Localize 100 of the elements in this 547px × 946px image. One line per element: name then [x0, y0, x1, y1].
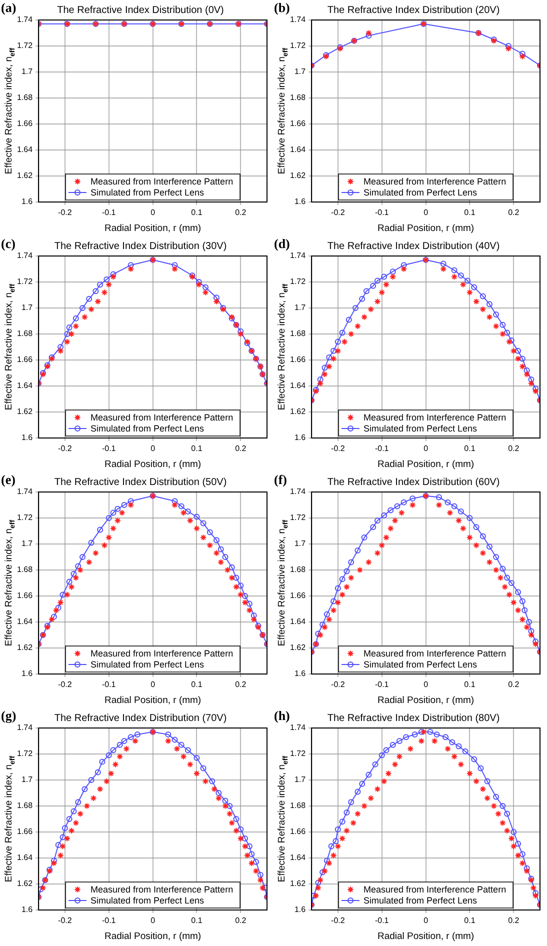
point — [346, 316, 352, 323]
point — [206, 542, 214, 549]
text: (c) — [1, 236, 16, 252]
point — [500, 322, 506, 328]
point — [209, 778, 216, 784]
point — [519, 616, 526, 623]
point — [378, 752, 385, 758]
point — [64, 338, 70, 346]
point — [180, 753, 187, 760]
point — [493, 554, 500, 560]
point — [532, 388, 539, 394]
y-tick-label: 1.68 — [290, 801, 306, 810]
point — [317, 380, 324, 387]
point — [524, 371, 530, 378]
point — [246, 600, 252, 607]
x-axis-title: Radial Position, r (mm) — [377, 930, 474, 942]
point — [493, 794, 500, 800]
y-tick-label: 1.64 — [290, 617, 306, 626]
x-tick-label: -0.2 — [331, 680, 346, 690]
x-axis-title: Radial Position, r (mm) — [377, 458, 474, 470]
text: (d) — [274, 236, 290, 252]
y-tick-label: 1.6 — [21, 197, 34, 206]
chart-title: The Refractive Index Distribution (0V) — [57, 4, 224, 16]
point — [330, 598, 337, 604]
y-tick-label: 1.64 — [16, 381, 34, 390]
y-tick-label: 1.74 — [290, 15, 306, 24]
point — [354, 322, 361, 330]
point — [72, 322, 80, 330]
point — [84, 802, 90, 810]
y-tick-label: 1.66 — [16, 355, 34, 364]
point — [394, 503, 400, 510]
point — [390, 742, 396, 748]
point — [480, 550, 486, 556]
point — [478, 765, 484, 772]
point — [70, 808, 77, 814]
y-tick-label: 1.62 — [290, 643, 306, 652]
point — [226, 803, 233, 809]
point — [72, 574, 80, 582]
point — [466, 534, 474, 541]
point — [242, 843, 248, 850]
point — [455, 517, 462, 524]
point — [381, 274, 388, 280]
x-tick-label: -0.2 — [331, 208, 346, 218]
y-tick-label: 1.66 — [290, 827, 306, 836]
y-tick-label: 1.68 — [16, 329, 34, 338]
point — [75, 563, 82, 570]
point — [57, 852, 64, 859]
point — [68, 584, 75, 590]
point — [368, 306, 374, 313]
x-tick-label: 0.1 — [191, 208, 203, 218]
point — [462, 748, 468, 754]
point — [510, 348, 517, 354]
point — [360, 802, 368, 810]
point — [524, 868, 530, 874]
point — [339, 818, 346, 825]
point — [48, 616, 56, 623]
point — [460, 281, 466, 288]
y-tick-label: 1.64 — [290, 145, 306, 154]
point — [237, 591, 244, 598]
point — [106, 281, 112, 288]
point — [99, 758, 106, 765]
point — [110, 274, 117, 280]
point — [506, 338, 513, 346]
point — [407, 746, 414, 752]
point — [506, 591, 513, 598]
point — [326, 616, 332, 623]
point — [350, 820, 357, 826]
point — [360, 314, 368, 320]
point — [317, 376, 324, 382]
point — [494, 810, 502, 818]
y-tick-label: 1.64 — [16, 145, 34, 154]
y-tick-label: 1.68 — [290, 93, 306, 102]
point — [64, 591, 70, 598]
point — [118, 510, 126, 516]
point — [354, 548, 361, 554]
point — [250, 616, 258, 623]
point — [484, 794, 491, 802]
point — [68, 827, 75, 834]
point — [237, 835, 244, 842]
point — [77, 810, 84, 818]
point — [374, 298, 381, 305]
y-tick-label: 1.74 — [16, 723, 34, 732]
point — [233, 816, 240, 822]
point — [322, 364, 328, 371]
y-tick-label: 1.66 — [16, 591, 34, 600]
y-tick-label: 1.68 — [290, 329, 306, 338]
point — [88, 540, 94, 546]
y-tick-label: 1.72 — [16, 513, 34, 522]
point — [486, 301, 492, 308]
point — [178, 742, 184, 748]
x-axis-title: Radial Position, r (mm) — [377, 694, 474, 706]
point — [514, 355, 522, 362]
chart-title: The Refractive Index Distribution (30V) — [54, 240, 227, 252]
point — [480, 786, 486, 792]
point — [237, 330, 244, 338]
point — [436, 502, 442, 508]
point — [334, 348, 342, 354]
point — [320, 622, 326, 628]
chart-title: The Refractive Index Distribution (50V) — [54, 476, 227, 488]
point — [228, 564, 235, 570]
